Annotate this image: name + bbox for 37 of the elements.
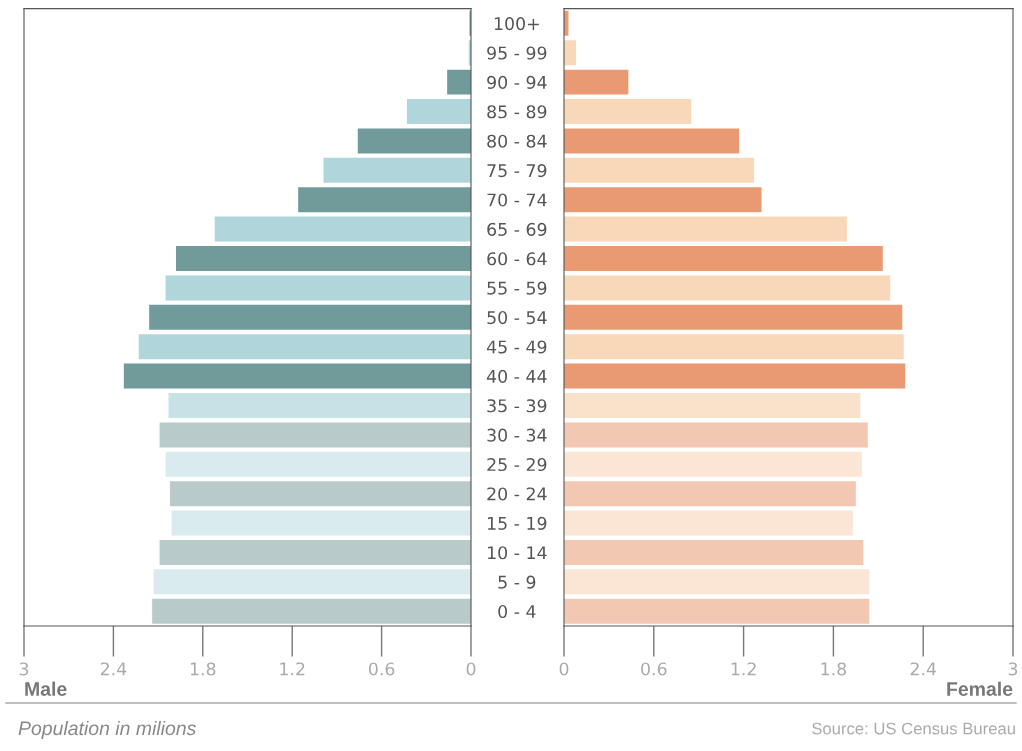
text: Population in milions bbox=[18, 720, 196, 740]
y-tick-label: 80 - 84 bbox=[487, 134, 547, 148]
y-tick-label: 60 - 64 bbox=[487, 252, 547, 266]
y-tick-label: 55 - 59 bbox=[487, 281, 547, 295]
y-tick-label: 75 - 79 bbox=[487, 164, 547, 178]
x-tick-label: 1.2 bbox=[280, 662, 305, 676]
x-tick-label: 2.4 bbox=[910, 662, 937, 676]
y-tick-label: 10 - 14 bbox=[488, 546, 547, 560]
y-tick-label: 25 - 29 bbox=[487, 457, 547, 472]
y-tick-label: 95 - 99 bbox=[487, 46, 547, 60]
y-tick-label: 35 - 39 bbox=[487, 399, 547, 413]
y-tick-label: 70 - 74 bbox=[487, 193, 547, 207]
x-tick-label: 2.4 bbox=[100, 662, 127, 676]
x-tick-label: 3 bbox=[19, 662, 29, 676]
x-tick-label: 1.2 bbox=[731, 662, 756, 676]
y-tick-label: 15 - 19 bbox=[488, 516, 547, 530]
y-tick-label: 40 - 44 bbox=[486, 369, 547, 383]
y-tick-label: 5 - 9 bbox=[498, 575, 536, 589]
source-note: Source: US Census Bureau bbox=[812, 722, 1015, 735]
x-tick-label: 3 bbox=[1008, 662, 1018, 676]
y-tick-label: 45 - 49 bbox=[486, 340, 547, 354]
x-tick-label: 0 bbox=[559, 662, 569, 676]
x-axis-title: Male bbox=[25, 681, 67, 696]
y-tick-label: 100+ bbox=[494, 17, 539, 31]
x-tick-label: 0.6 bbox=[641, 662, 667, 676]
y-tick-label: 50 - 54 bbox=[487, 311, 547, 325]
y-tick-label: 85 - 89 bbox=[487, 105, 547, 119]
y-tick-label: 90 - 94 bbox=[487, 75, 547, 89]
y-tick-label: 30 - 34 bbox=[487, 428, 547, 442]
x-tick-label: 1.8 bbox=[190, 662, 216, 676]
y-tick-label: 20 - 24 bbox=[487, 487, 547, 501]
y-tick-label: 65 - 69 bbox=[487, 222, 547, 236]
x-tick-label: 1.8 bbox=[821, 662, 847, 676]
x-axis-title: Female bbox=[947, 681, 1013, 696]
x-tick-label: 0.6 bbox=[368, 662, 395, 676]
y-tick-label: 0 - 4 bbox=[498, 604, 536, 619]
x-tick-label: 0 bbox=[466, 662, 476, 676]
